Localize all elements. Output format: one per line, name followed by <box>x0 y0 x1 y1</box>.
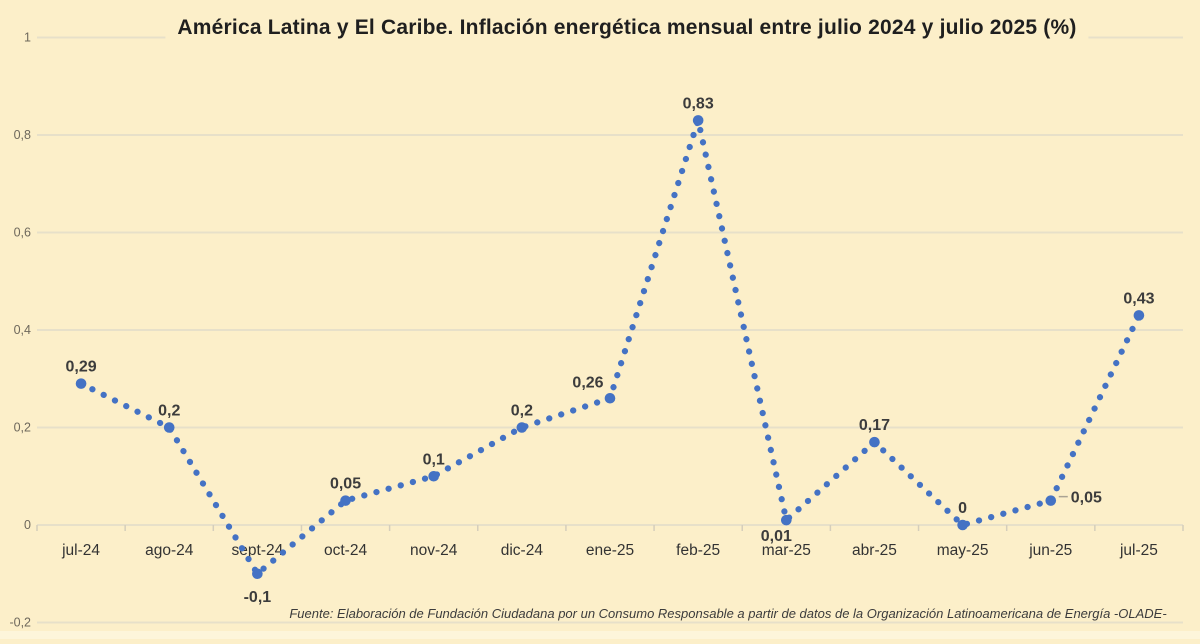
x-tick-label: may-25 <box>937 542 989 559</box>
y-tick-label: 0,4 <box>14 323 31 337</box>
data-label: 0,43 <box>1123 290 1154 307</box>
data-point <box>692 115 704 126</box>
x-tick-label: ene-25 <box>586 542 634 559</box>
y-tick-label: 1 <box>24 31 31 45</box>
data-label: 0,2 <box>158 403 180 420</box>
data-point <box>252 568 263 580</box>
data-point <box>1045 495 1057 506</box>
data-point <box>869 436 880 448</box>
x-tick-label: jul-25 <box>1119 542 1158 559</box>
data-label: 0,05 <box>330 476 361 493</box>
data-point <box>163 422 175 433</box>
y-tick-label: 0,8 <box>14 128 31 142</box>
series-line <box>77 117 1143 577</box>
data-label: 0,1 <box>423 451 445 468</box>
y-tick-label: 0 <box>24 518 31 532</box>
data-point <box>1133 310 1145 321</box>
source-note: Fuente: Elaboración de Fundación Ciudada… <box>289 606 1167 621</box>
data-point <box>781 514 792 526</box>
x-tick-label: oct-24 <box>324 542 367 559</box>
chart-title: América Latina y El Caribe. Inflación en… <box>165 16 1089 40</box>
x-tick-label: dic-24 <box>501 542 544 559</box>
data-point <box>75 378 87 389</box>
x-tick-label: ago-24 <box>145 542 194 559</box>
x-tick-label: jul-24 <box>61 542 100 559</box>
data-label: 0,17 <box>859 417 890 434</box>
y-tick-label: 0,2 <box>14 421 31 435</box>
x-tick-label: nov-24 <box>410 542 458 559</box>
data-label: 0,29 <box>66 359 97 376</box>
data-point <box>516 422 528 433</box>
data-label: -0,1 <box>244 589 272 606</box>
data-label: 0,2 <box>511 403 533 420</box>
data-label: 0,05 <box>1071 490 1102 507</box>
x-tick-label: mar-25 <box>762 542 811 559</box>
data-point <box>428 470 439 482</box>
y-tick-label: -0,2 <box>9 616 31 630</box>
data-label: 0,83 <box>683 95 714 112</box>
x-tick-label: jun-25 <box>1028 542 1072 559</box>
data-point <box>957 519 968 531</box>
data-label: 0,26 <box>572 374 603 391</box>
data-label: 0 <box>958 500 967 517</box>
x-tick-label: sept-24 <box>232 542 284 559</box>
data-label: 0,01 <box>761 528 792 545</box>
y-tick-label: 0,6 <box>14 226 31 240</box>
data-point <box>340 495 351 506</box>
data-point <box>604 392 616 404</box>
x-tick-label: abr-25 <box>852 542 897 559</box>
bottom-edge-strip <box>0 631 1200 639</box>
x-tick-label: feb-25 <box>676 542 720 559</box>
